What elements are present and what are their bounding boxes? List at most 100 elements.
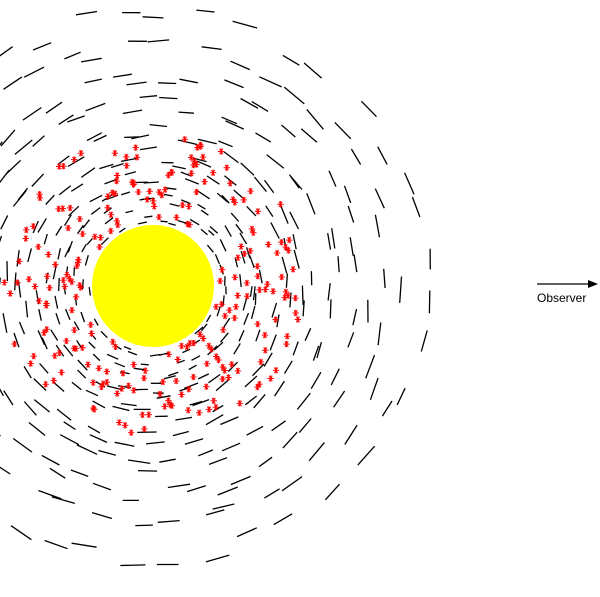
- scatterer-marker: [79, 344, 86, 351]
- scatterer-marker: [161, 403, 168, 410]
- polarization-dash: [306, 108, 324, 130]
- scatterer-marker: [254, 208, 262, 215]
- scatterer-marker: [129, 178, 136, 186]
- polarization-dash: [149, 123, 167, 128]
- scatterer-marker: [113, 177, 120, 185]
- scatterer-marker: [178, 342, 185, 350]
- scatterer-marker: [181, 136, 188, 143]
- scatterer-marker: [185, 407, 192, 414]
- polarization-dash: [160, 220, 168, 223]
- polarization-dash: [246, 425, 264, 436]
- scatterer-marker: [286, 236, 293, 244]
- polarization-dash: [137, 469, 158, 472]
- polarization-dash: [135, 524, 153, 527]
- scatterer-marker: [91, 233, 99, 240]
- scatterer-marker: [234, 292, 241, 299]
- polarization-dash: [251, 101, 269, 112]
- polarization-dash: [80, 57, 102, 63]
- scatterer-marker: [50, 377, 57, 384]
- polarization-dash: [23, 401, 37, 416]
- polarization-dash: [201, 46, 222, 51]
- scatterer-marker: [30, 353, 37, 360]
- polarization-dash: [3, 76, 23, 90]
- scatterer-marker: [220, 326, 227, 334]
- polarization-dash: [163, 375, 176, 380]
- polarization-dash: [215, 379, 229, 392]
- polarization-dash: [159, 96, 178, 100]
- polarization-dash: [239, 232, 248, 245]
- scatterer-marker: [23, 226, 30, 234]
- scatterer-marker: [173, 214, 180, 221]
- scatterer-marker: [77, 150, 85, 157]
- scatterer-marker: [254, 273, 261, 280]
- scatterer-marker: [167, 401, 174, 408]
- polarization-dash: [263, 352, 273, 367]
- polarization-dash: [58, 114, 74, 125]
- polarization-dash: [200, 323, 208, 332]
- scatterer-marker: [240, 196, 247, 204]
- scatterer-marker: [227, 180, 234, 187]
- polarization-dash: [114, 441, 135, 447]
- polarization-dash: [0, 215, 9, 230]
- scatterer-marker: [231, 199, 238, 206]
- polarization-dash: [350, 148, 362, 165]
- scatterer-marker: [241, 250, 248, 257]
- scatterer-marker: [284, 333, 291, 340]
- scatterer-marker: [212, 303, 220, 310]
- scatterer-marker: [25, 276, 33, 283]
- polarization-dash: [205, 554, 230, 563]
- scatterer-marker: [210, 397, 217, 404]
- polarization-dash: [147, 39, 170, 43]
- scatterer-marker: [90, 404, 97, 412]
- polarization-dash: [39, 363, 49, 374]
- polarization-dash: [374, 188, 385, 209]
- scatterer-marker: [203, 383, 210, 390]
- polarization-dash: [0, 46, 13, 57]
- polarization-dash: [312, 345, 320, 361]
- polarization-dash: [250, 305, 256, 319]
- polarization-dash: [85, 102, 106, 112]
- scatterer-marker: [254, 383, 261, 391]
- polarization-dash: [197, 373, 210, 380]
- polarization-dash: [269, 334, 277, 351]
- polarization-dash: [282, 54, 300, 66]
- polarization-dash: [70, 469, 89, 478]
- polarization-dash: [219, 239, 227, 252]
- polarization-dash: [88, 341, 96, 349]
- polarization-dash: [32, 42, 52, 51]
- polarization-dash: [220, 416, 239, 426]
- scatterer-marker: [125, 382, 132, 389]
- scatterer-marker: [58, 369, 65, 376]
- polarization-dash: [232, 20, 258, 29]
- scatterer-marker: [36, 194, 44, 202]
- polarization-dash: [270, 222, 280, 239]
- polarization-dash: [87, 425, 101, 434]
- scatterer-marker: [114, 390, 121, 397]
- polarization-dash: [208, 373, 221, 384]
- scatterer-marker: [88, 330, 95, 337]
- polarization-dash: [184, 178, 199, 185]
- polarization-dash: [168, 371, 179, 377]
- scatterer-marker: [232, 303, 240, 310]
- scatterer-marker: [179, 201, 186, 209]
- polarization-dash: [84, 78, 102, 84]
- polarization-dash: [280, 205, 289, 224]
- polarization-dash: [73, 267, 76, 276]
- polarization-dash: [265, 205, 274, 217]
- polarization-dash: [235, 223, 244, 234]
- polarization-dash: [76, 444, 98, 455]
- scatterer-marker: [273, 249, 281, 257]
- observer-label: Observer: [537, 291, 586, 305]
- scatterer-marker: [132, 144, 139, 151]
- scatterer-marker: [212, 404, 220, 411]
- polarization-dash: [411, 196, 421, 218]
- scatterer-marker: [208, 346, 215, 353]
- polarization-dash: [221, 194, 230, 204]
- polarization-dash: [41, 454, 60, 466]
- polarization-dash: [184, 382, 199, 390]
- polarization-dash: [196, 9, 215, 13]
- polarization-dash: [56, 408, 72, 421]
- polarization-dash: [212, 503, 235, 510]
- polarization-dash: [344, 424, 358, 445]
- polarization-dash: [38, 309, 42, 321]
